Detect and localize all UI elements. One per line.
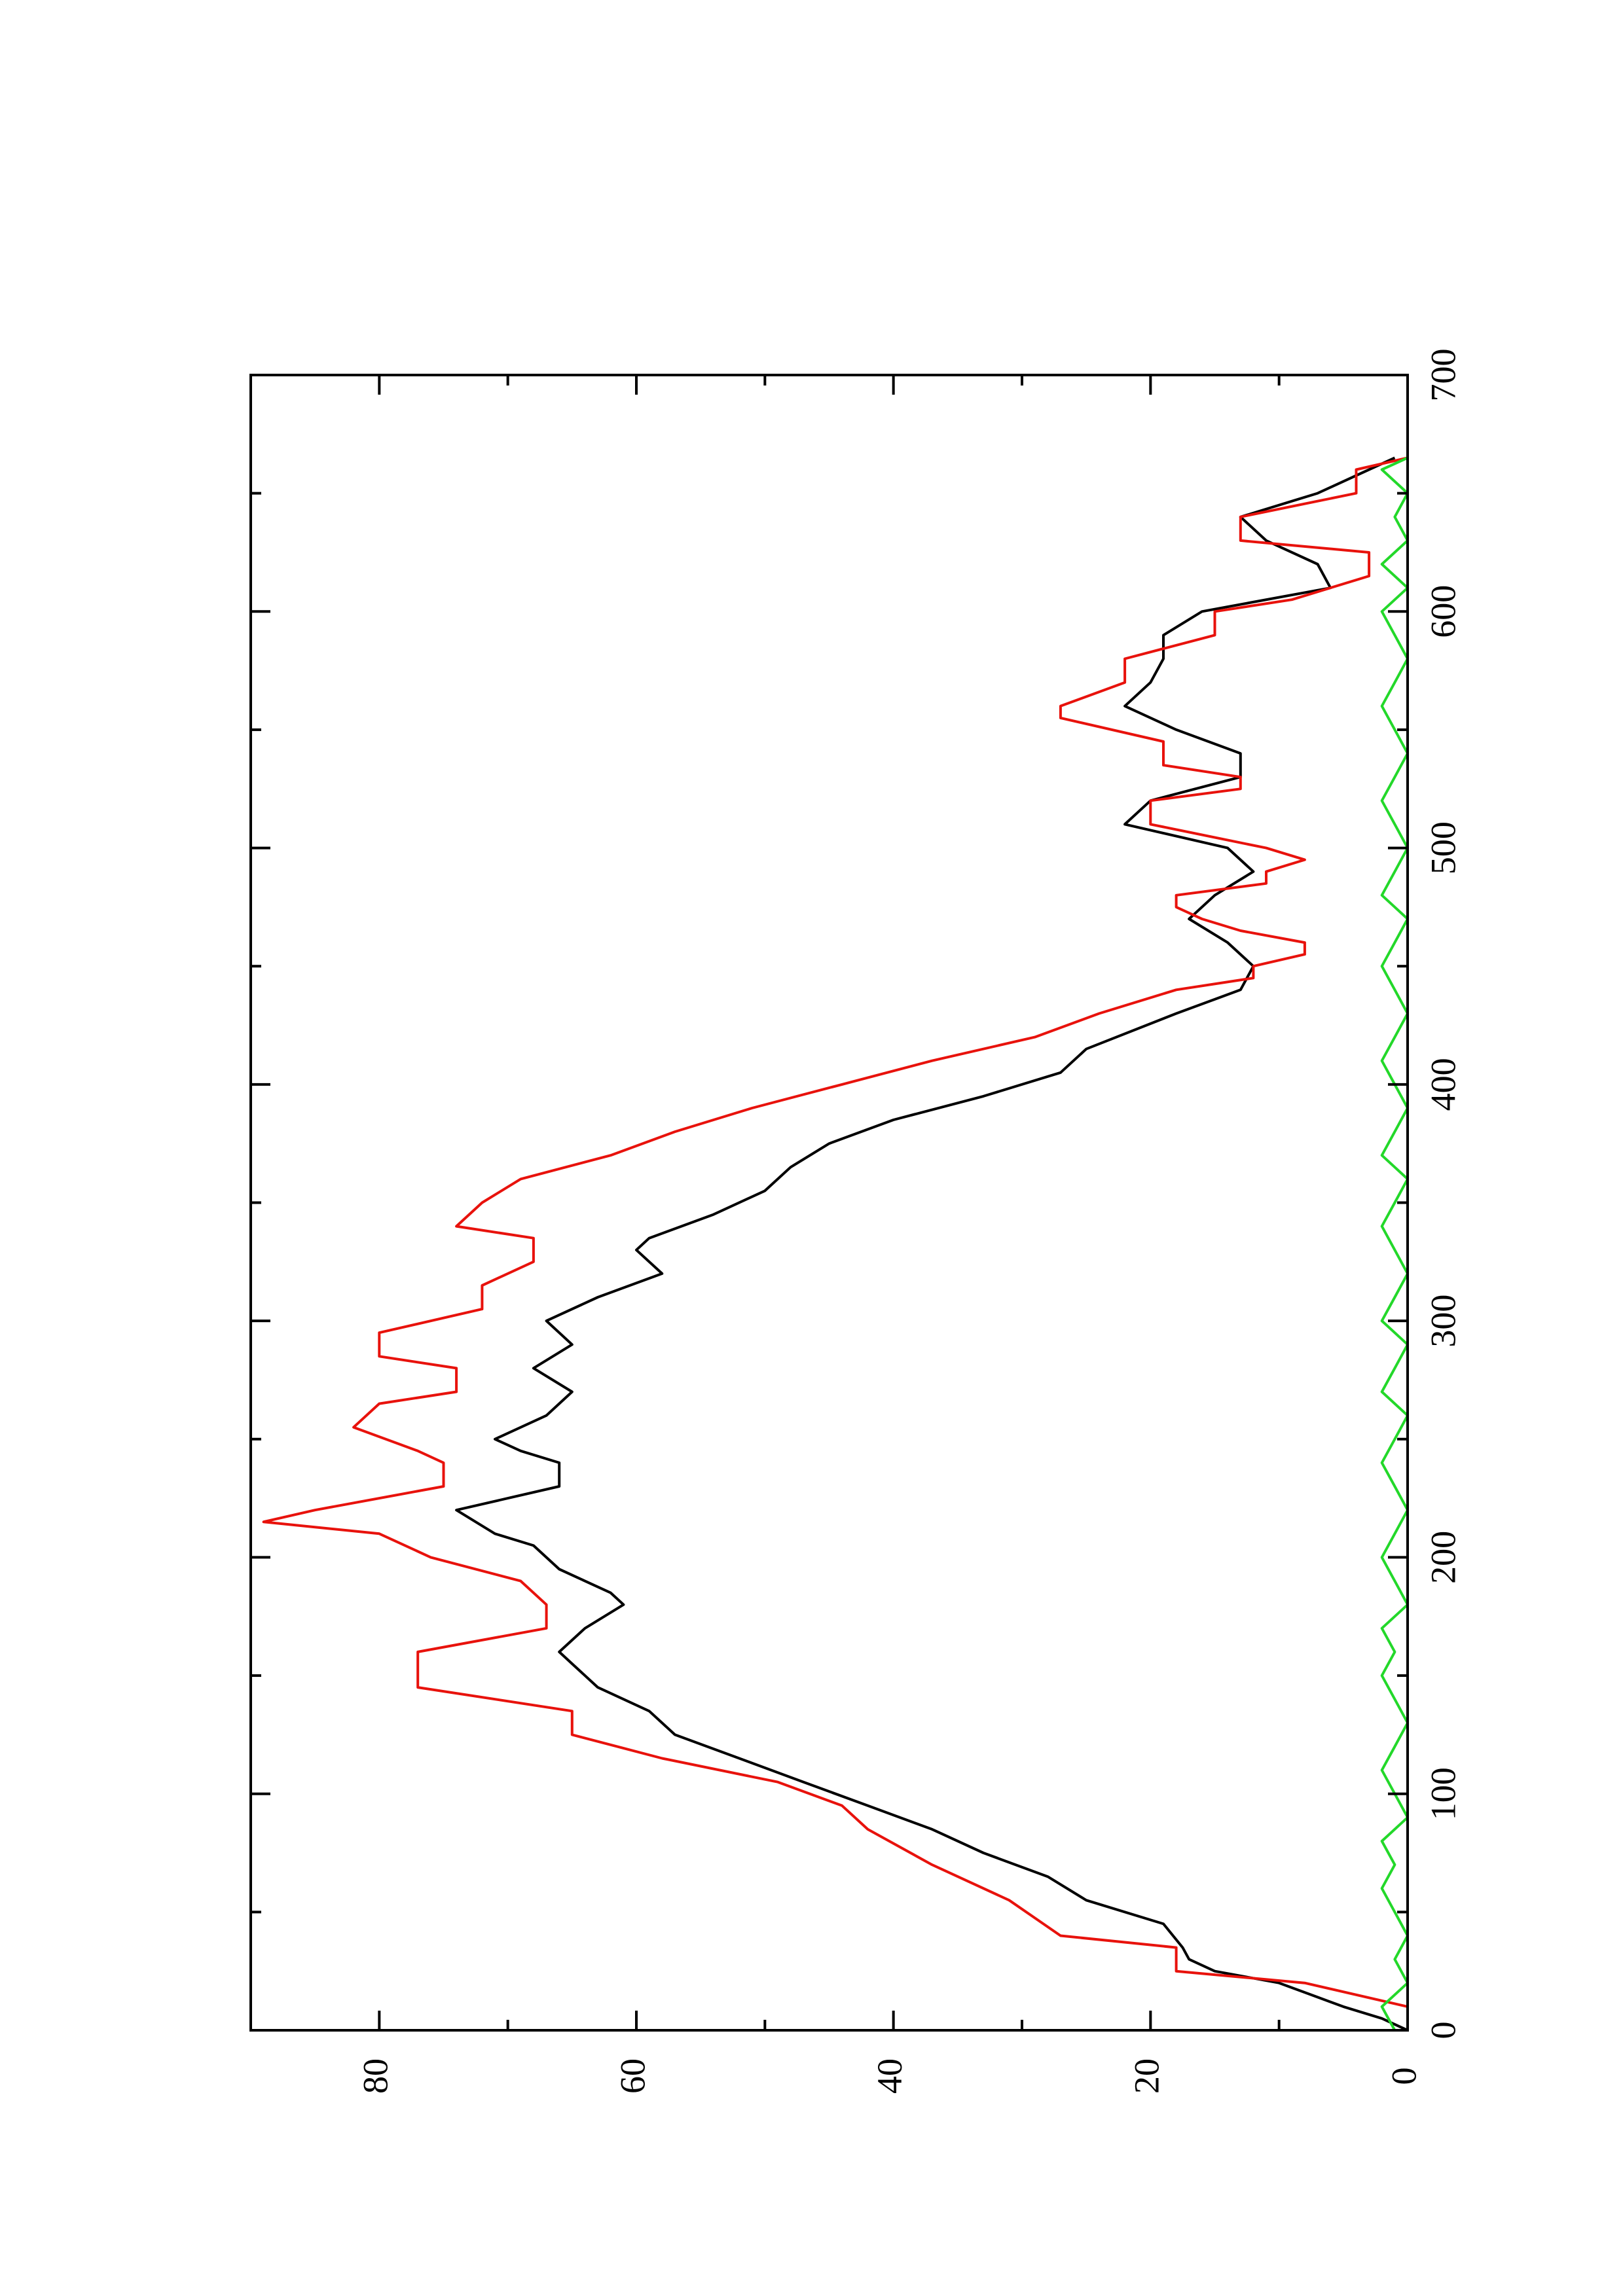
x-tick-label: 700 bbox=[1423, 349, 1463, 402]
y-tick-label: 20 bbox=[1127, 2058, 1167, 2094]
x-tick-label: 600 bbox=[1423, 585, 1463, 638]
x-tick-label: 0 bbox=[1423, 2022, 1463, 2039]
plot-frame bbox=[249, 374, 1409, 2032]
x-tick-label: 500 bbox=[1423, 821, 1463, 874]
series-layer bbox=[262, 456, 1409, 2032]
y-tick-label: 40 bbox=[870, 2058, 909, 2094]
series-line-1 bbox=[455, 456, 1408, 2032]
x-tick-label: 200 bbox=[1423, 1531, 1463, 1584]
x-tick-label: 300 bbox=[1423, 1295, 1463, 1348]
y-tick-label: 0 bbox=[1384, 2068, 1423, 2085]
x-tick-label: 400 bbox=[1423, 1058, 1463, 1111]
tick-layer bbox=[251, 374, 1409, 2032]
tick-label-layer: 0 100 200 300 400 500 600 700 0 20 40 60 80 bbox=[356, 349, 1463, 2094]
x-tick-label: 100 bbox=[1423, 1767, 1463, 1820]
series-line-3 bbox=[1380, 456, 1409, 2031]
y-tick-label: 60 bbox=[613, 2058, 652, 2094]
y-tick-label: 80 bbox=[356, 2058, 395, 2094]
series-line-2 bbox=[262, 456, 1409, 2030]
